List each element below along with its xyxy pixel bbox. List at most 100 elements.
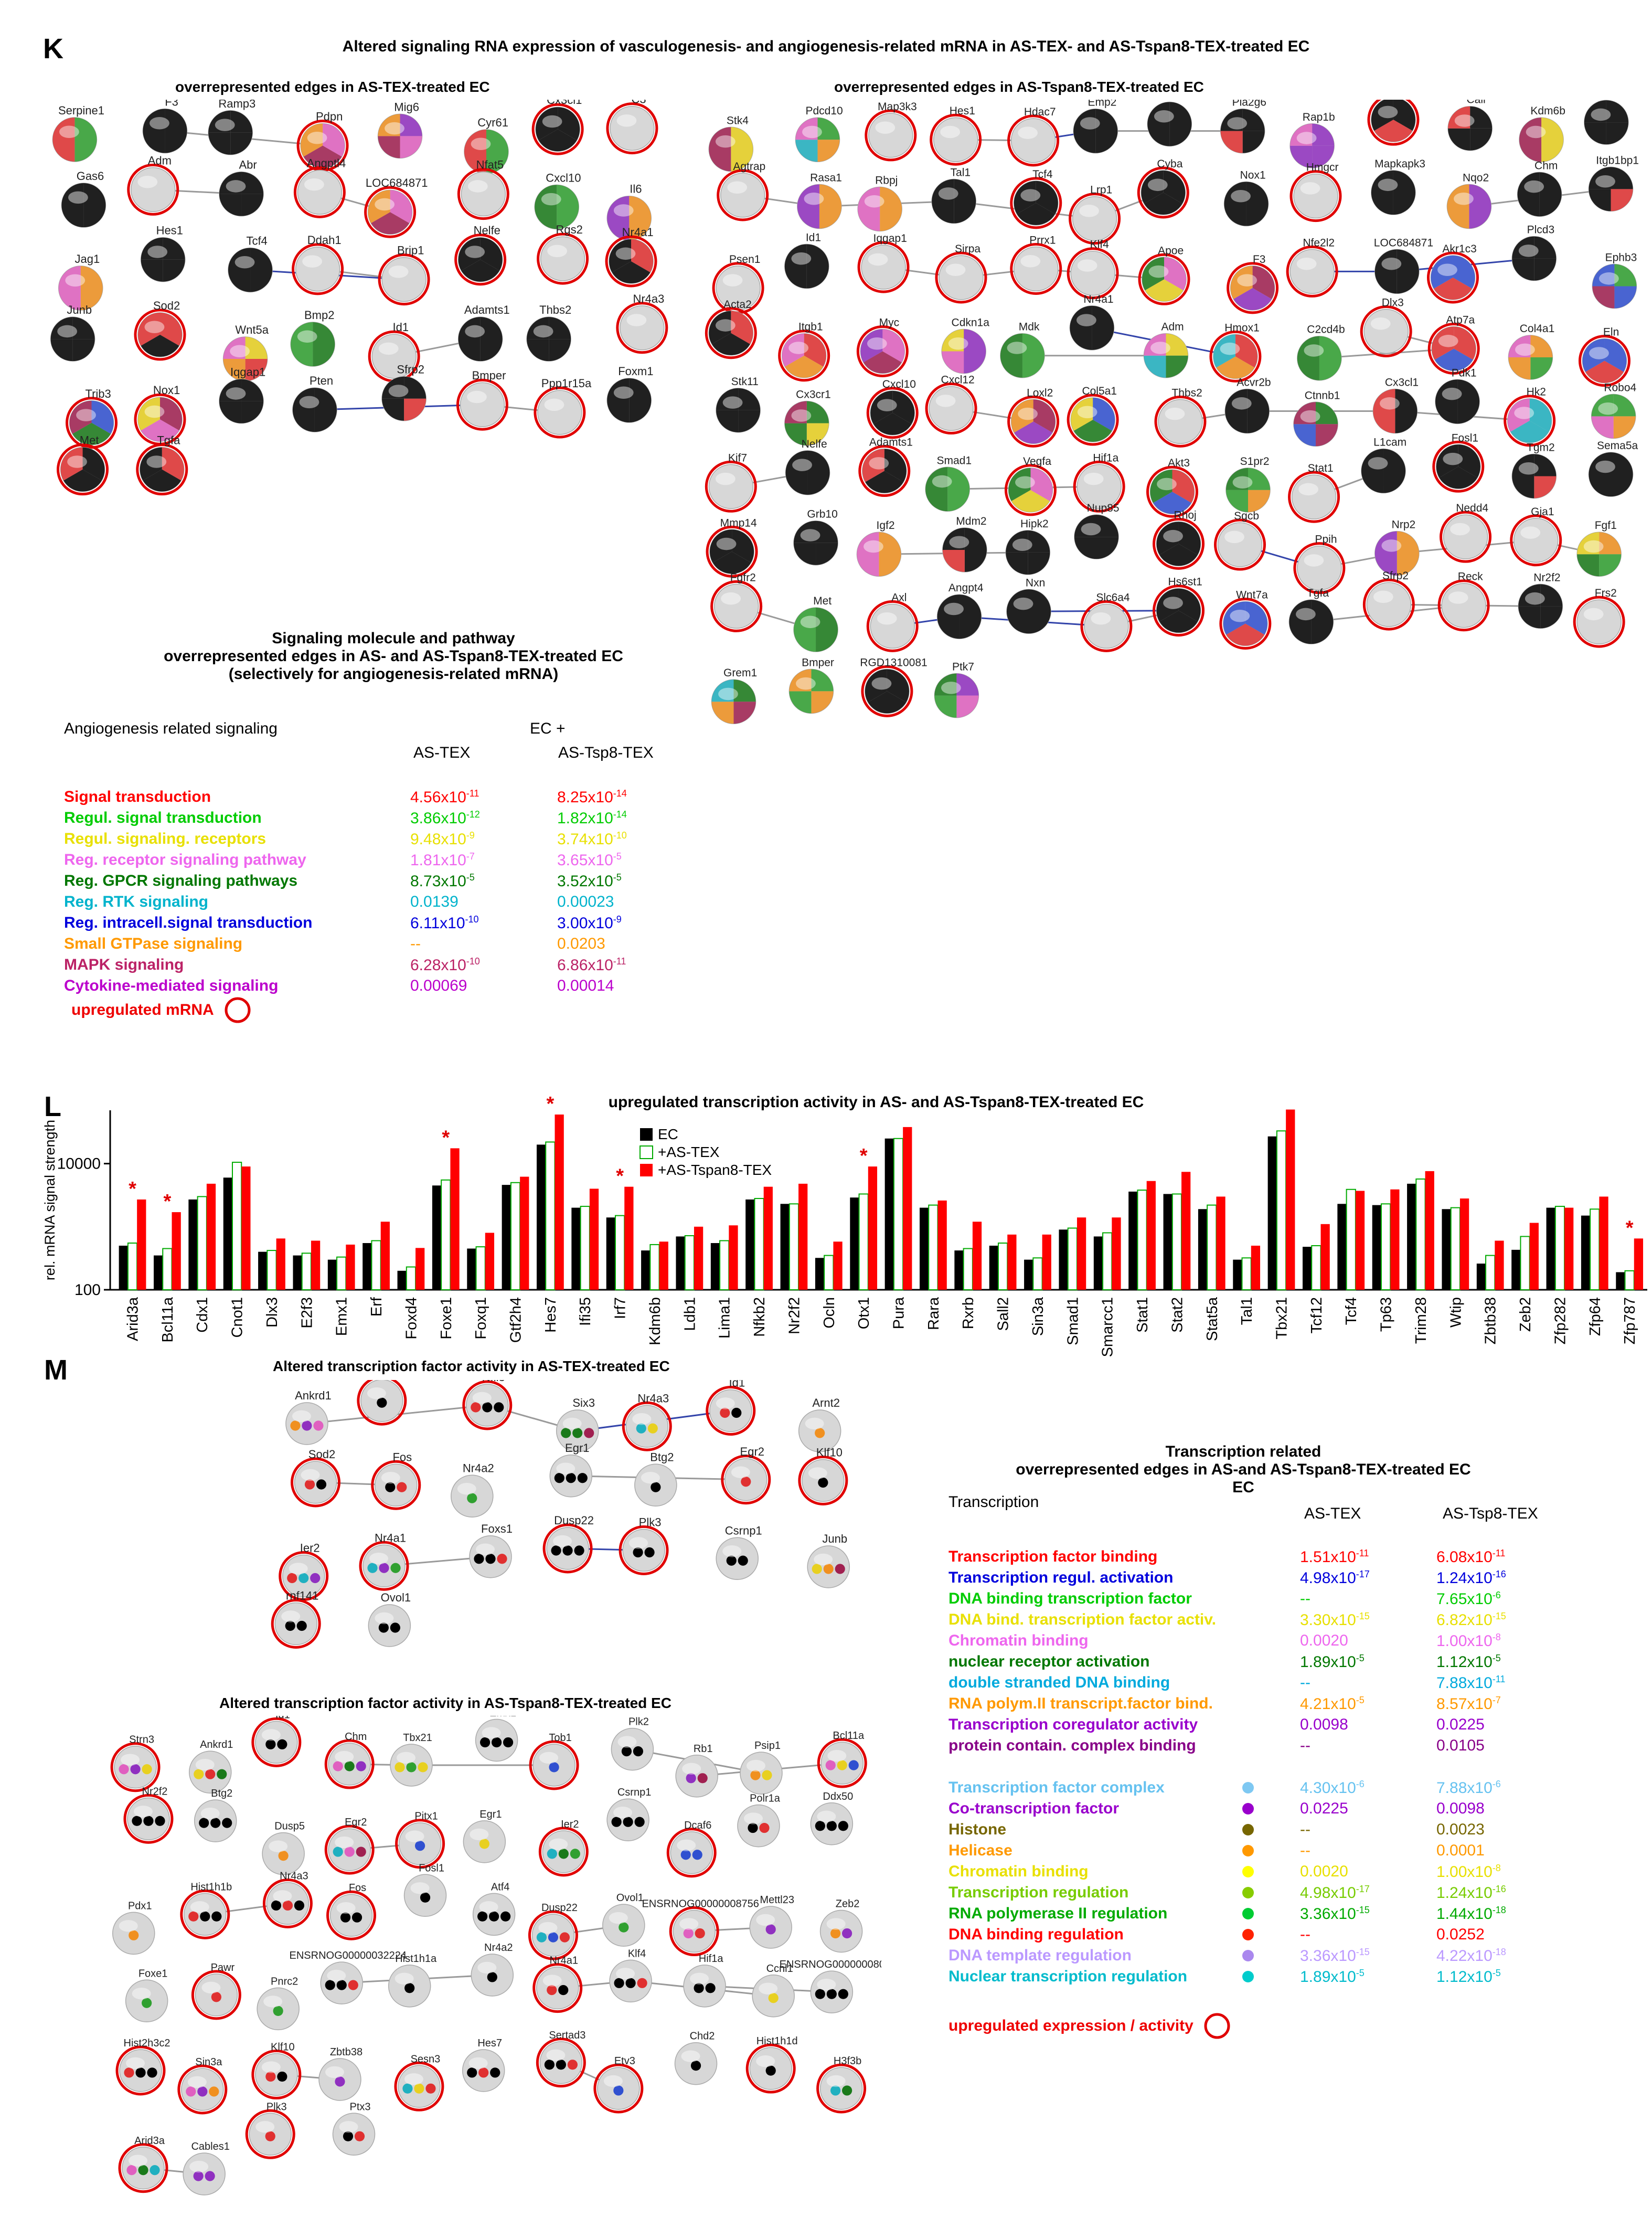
node-term-segment	[816, 608, 838, 652]
node-bg	[1010, 118, 1056, 163]
sig-title-line: overrepresented edges in AS- and AS-Tspa…	[164, 648, 623, 665]
gene-label: Hk2	[1527, 386, 1546, 398]
node-term-segment	[1225, 490, 1248, 512]
x-tick-label: Dlx3	[264, 1297, 281, 1328]
bar-as-tex	[1485, 1255, 1496, 1290]
gene-label: Sod2	[153, 299, 180, 312]
node-term-segment	[241, 194, 264, 216]
bar-as-tex	[614, 1215, 625, 1290]
node-highlight	[1227, 117, 1248, 130]
node-highlight	[1220, 342, 1240, 355]
node-highlight	[1012, 538, 1032, 551]
node-bg	[716, 1537, 759, 1580]
gene-node: Nfil3	[462, 1380, 513, 1430]
node-term-dot	[644, 1547, 655, 1558]
gene-label: Ovol1	[616, 1892, 644, 1904]
gene-label: Abr	[239, 158, 257, 172]
bar-as-tspan8-tex	[624, 1186, 634, 1290]
upregulated-ring	[454, 234, 507, 286]
gene-node: Ddx50	[810, 1791, 853, 1845]
gene-label: Emx1	[489, 1716, 516, 1719]
node-term-dot	[619, 1922, 629, 1933]
node-term-segment	[1453, 255, 1475, 289]
node-term-segment	[860, 329, 883, 363]
gene-node: Hist1h1b	[180, 1881, 232, 1939]
upregulated-ring	[1293, 542, 1346, 595]
gene-node: Atf4	[472, 1881, 516, 1936]
gene-label: Thbs2	[539, 303, 571, 316]
node-term-segment	[400, 114, 422, 136]
gene-node: Rap1b	[1289, 111, 1335, 168]
node-term-dot	[294, 1900, 305, 1911]
node-term-dot	[188, 1911, 199, 1922]
node-bg	[1441, 582, 1486, 628]
node-term-dot	[282, 1900, 293, 1911]
bar-as-tex	[788, 1203, 800, 1290]
sig-col-header-group: EC +	[530, 720, 566, 737]
gene-label: Tcf4	[246, 234, 267, 247]
gene-label: Fgf1	[1595, 519, 1617, 532]
node-term-dot	[126, 2165, 137, 2175]
node-term-dot	[217, 1769, 227, 1779]
node-term-segment	[612, 261, 651, 284]
gene-node: Fgf1	[1576, 519, 1622, 577]
node-highlight	[129, 2155, 147, 2167]
node-term-segment	[710, 529, 732, 563]
gene-node: Klf4	[609, 1948, 652, 2003]
node-term-dot	[367, 1563, 378, 1573]
tr2-category-dot	[1242, 1845, 1254, 1856]
gene-node: Fosl1	[1432, 432, 1485, 493]
gene-node: Nelfe	[785, 438, 830, 495]
gene-node: Sgcb	[1214, 510, 1266, 571]
node-highlight	[731, 1466, 750, 1478]
node-bg	[183, 2152, 226, 2195]
gene-label: Nfil3	[482, 1380, 505, 1384]
node-term-dot	[544, 2060, 555, 2070]
panel-letter-l: L	[44, 1091, 61, 1122]
node-highlight	[716, 537, 737, 550]
node-term-dot	[625, 1978, 636, 1988]
node-highlight	[1515, 343, 1535, 356]
tr2-value-b: 1.44x10-18	[1436, 1905, 1506, 1923]
x-tick-label: Emx1	[334, 1297, 350, 1336]
node-bg	[709, 1389, 752, 1432]
gene-node: Lrp1	[1069, 184, 1121, 245]
gene-node: Myc	[856, 316, 909, 377]
gene-label: Sod2	[308, 1448, 335, 1461]
gene-node: Abr	[219, 158, 264, 217]
node-term-segment	[811, 691, 834, 714]
node-term-segment	[942, 329, 964, 352]
node-term-segment	[964, 549, 987, 572]
node-term-segment	[1096, 537, 1119, 559]
gene-label: Klf4	[628, 1948, 646, 1959]
node-term-segment	[934, 673, 957, 696]
node-highlight	[1518, 462, 1539, 475]
tr2-row-label: Chromatin binding	[948, 1863, 1089, 1880]
node-term-segment	[82, 447, 105, 481]
upregulated-ring	[1067, 247, 1119, 300]
gene-label: Nr4a2	[463, 1461, 494, 1474]
node-bg	[1366, 582, 1412, 627]
node-term-segment	[140, 447, 162, 481]
gene-label: Hist1h1a	[395, 1953, 437, 1965]
node-highlight	[1165, 407, 1185, 420]
node-term-segment	[1599, 554, 1622, 577]
upregulated-ring	[930, 113, 982, 166]
node-term-segment	[937, 595, 960, 639]
node-term-segment	[1512, 258, 1534, 281]
node-term-segment	[1028, 589, 1051, 634]
network-m-top: Ankrd1Trib3Nfil3Six3Nr4a3Id1Arnt2Sod2Fos…	[271, 1380, 850, 1649]
upregulated-ring	[705, 460, 757, 513]
gene-label: ENSRNOG00000032224	[290, 1950, 407, 1961]
signaling-table-title: Signaling molecule and pathway overrepre…	[52, 630, 734, 683]
node-term-dot	[356, 1761, 366, 1771]
gene-label: Arid3a	[134, 2135, 165, 2147]
gene-label: Kdm6b	[1530, 105, 1565, 117]
gene-node: Ovol1	[602, 1892, 645, 1947]
node-highlight	[716, 1397, 735, 1409]
node-term-segment	[1534, 236, 1557, 259]
gene-node: LOC684871	[1374, 237, 1433, 294]
node-highlight	[273, 1890, 292, 1902]
x-tick-label: Tcf4	[1343, 1297, 1360, 1325]
node-highlight	[553, 1535, 572, 1547]
